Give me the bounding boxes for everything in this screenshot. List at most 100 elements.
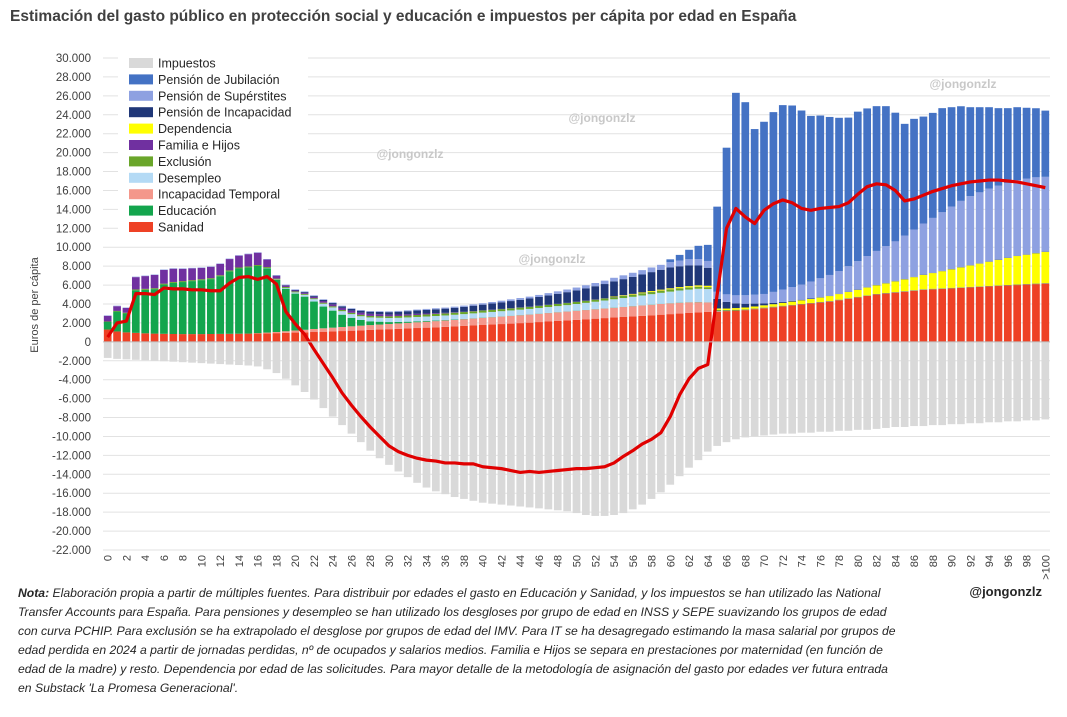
bar-segment bbox=[750, 341, 759, 437]
bar-segment bbox=[666, 267, 675, 289]
bar-segment bbox=[1022, 341, 1031, 421]
bar-segment bbox=[1013, 107, 1022, 181]
legend-swatch bbox=[129, 58, 153, 68]
bar-segment bbox=[310, 295, 318, 296]
bar-segment bbox=[1022, 107, 1031, 179]
bar-segment bbox=[816, 297, 825, 303]
bar-segment bbox=[478, 304, 487, 311]
bar-segment bbox=[722, 147, 731, 295]
bar-segment bbox=[403, 321, 412, 323]
bar-segment bbox=[432, 320, 440, 322]
y-tick-label: 24.000 bbox=[56, 110, 91, 122]
bar-segment bbox=[253, 333, 262, 342]
bar-segment bbox=[525, 322, 534, 342]
bar-segment bbox=[638, 274, 646, 293]
bar-segment bbox=[572, 290, 581, 302]
bar-segment bbox=[488, 317, 496, 325]
bar-segment bbox=[638, 292, 646, 294]
bar-segment bbox=[760, 293, 768, 304]
bar-segment bbox=[385, 318, 393, 323]
bar-segment bbox=[975, 341, 984, 424]
bar-segment bbox=[891, 292, 900, 342]
bar-segment bbox=[957, 200, 965, 268]
bar-segment bbox=[131, 341, 140, 360]
bar-segment bbox=[178, 341, 187, 363]
bar-segment bbox=[375, 314, 384, 317]
bar-segment bbox=[403, 314, 412, 316]
bar-segment bbox=[666, 314, 675, 342]
y-tick-label: 22.000 bbox=[56, 129, 91, 141]
bar-segment bbox=[403, 322, 412, 329]
x-tick-label: 86 bbox=[909, 555, 921, 567]
bar-segment bbox=[385, 314, 393, 317]
bar-segment bbox=[366, 317, 375, 322]
y-tick-label: 26.000 bbox=[56, 91, 91, 103]
bar-segment bbox=[300, 291, 309, 292]
bar-segment bbox=[413, 313, 421, 315]
bar-segment bbox=[694, 312, 703, 342]
bar-segment bbox=[853, 111, 862, 262]
bar-segment bbox=[638, 341, 646, 505]
bar-segment bbox=[788, 305, 796, 342]
bar-segment bbox=[685, 259, 693, 266]
bar-segment bbox=[244, 333, 253, 342]
bar-segment bbox=[797, 110, 806, 285]
bar-segment bbox=[760, 308, 768, 342]
bar-segment bbox=[619, 279, 628, 296]
bar-segment bbox=[432, 313, 440, 314]
bar-segment bbox=[235, 333, 243, 342]
bar-segment bbox=[263, 332, 271, 334]
bar-segment bbox=[469, 325, 478, 342]
bar-segment bbox=[732, 341, 740, 440]
bar-segment bbox=[169, 268, 178, 282]
bar-segment bbox=[703, 302, 712, 312]
bar-segment bbox=[703, 287, 712, 290]
bar-segment bbox=[385, 341, 393, 465]
bar-segment bbox=[131, 332, 140, 342]
bar-segment bbox=[497, 300, 506, 303]
bar-segment bbox=[394, 321, 403, 324]
bar-segment bbox=[160, 341, 168, 362]
bar-segment bbox=[310, 328, 318, 333]
bar-segment bbox=[244, 341, 253, 366]
bar-segment bbox=[150, 289, 159, 334]
bar-segment bbox=[525, 296, 534, 299]
bar-segment bbox=[975, 107, 984, 193]
bar-segment bbox=[216, 275, 225, 277]
bar-segment bbox=[150, 274, 159, 289]
bar-segment bbox=[685, 286, 693, 288]
bar-segment bbox=[122, 307, 131, 313]
x-tick-label: 24 bbox=[328, 555, 340, 567]
bar-segment bbox=[375, 311, 384, 315]
bar-segment bbox=[272, 275, 281, 279]
bar-segment bbox=[328, 307, 337, 311]
y-tick-label: 4.000 bbox=[62, 299, 91, 311]
bar-segment bbox=[975, 263, 984, 287]
bar-segment bbox=[919, 341, 928, 427]
bar-segment bbox=[938, 108, 947, 213]
bar-segment bbox=[685, 302, 693, 313]
bar-segment bbox=[844, 298, 853, 342]
bar-segment bbox=[647, 294, 656, 305]
bar-segment bbox=[807, 281, 815, 299]
legend-swatch bbox=[129, 189, 153, 200]
bar-segment bbox=[478, 312, 487, 318]
bar-segment bbox=[169, 333, 178, 342]
bar-segment bbox=[563, 320, 571, 342]
y-tick-label: -18.000 bbox=[52, 507, 91, 519]
x-tick-label: 22 bbox=[309, 555, 321, 567]
bar-segment bbox=[694, 302, 703, 313]
bar-segment bbox=[413, 341, 421, 483]
bar-segment bbox=[103, 341, 112, 358]
bar-segment bbox=[432, 316, 440, 321]
bar-segment bbox=[300, 291, 309, 293]
bar-segment bbox=[525, 341, 534, 508]
chart-title: Estimación del gasto público en protecci… bbox=[10, 8, 797, 25]
bar-segment bbox=[985, 341, 993, 423]
bar-segment bbox=[553, 341, 562, 511]
bar-segment bbox=[441, 313, 450, 316]
bar-segment bbox=[872, 106, 881, 251]
bar-segment bbox=[685, 289, 693, 303]
bar-segment bbox=[610, 299, 618, 308]
bar-segment bbox=[216, 341, 225, 365]
